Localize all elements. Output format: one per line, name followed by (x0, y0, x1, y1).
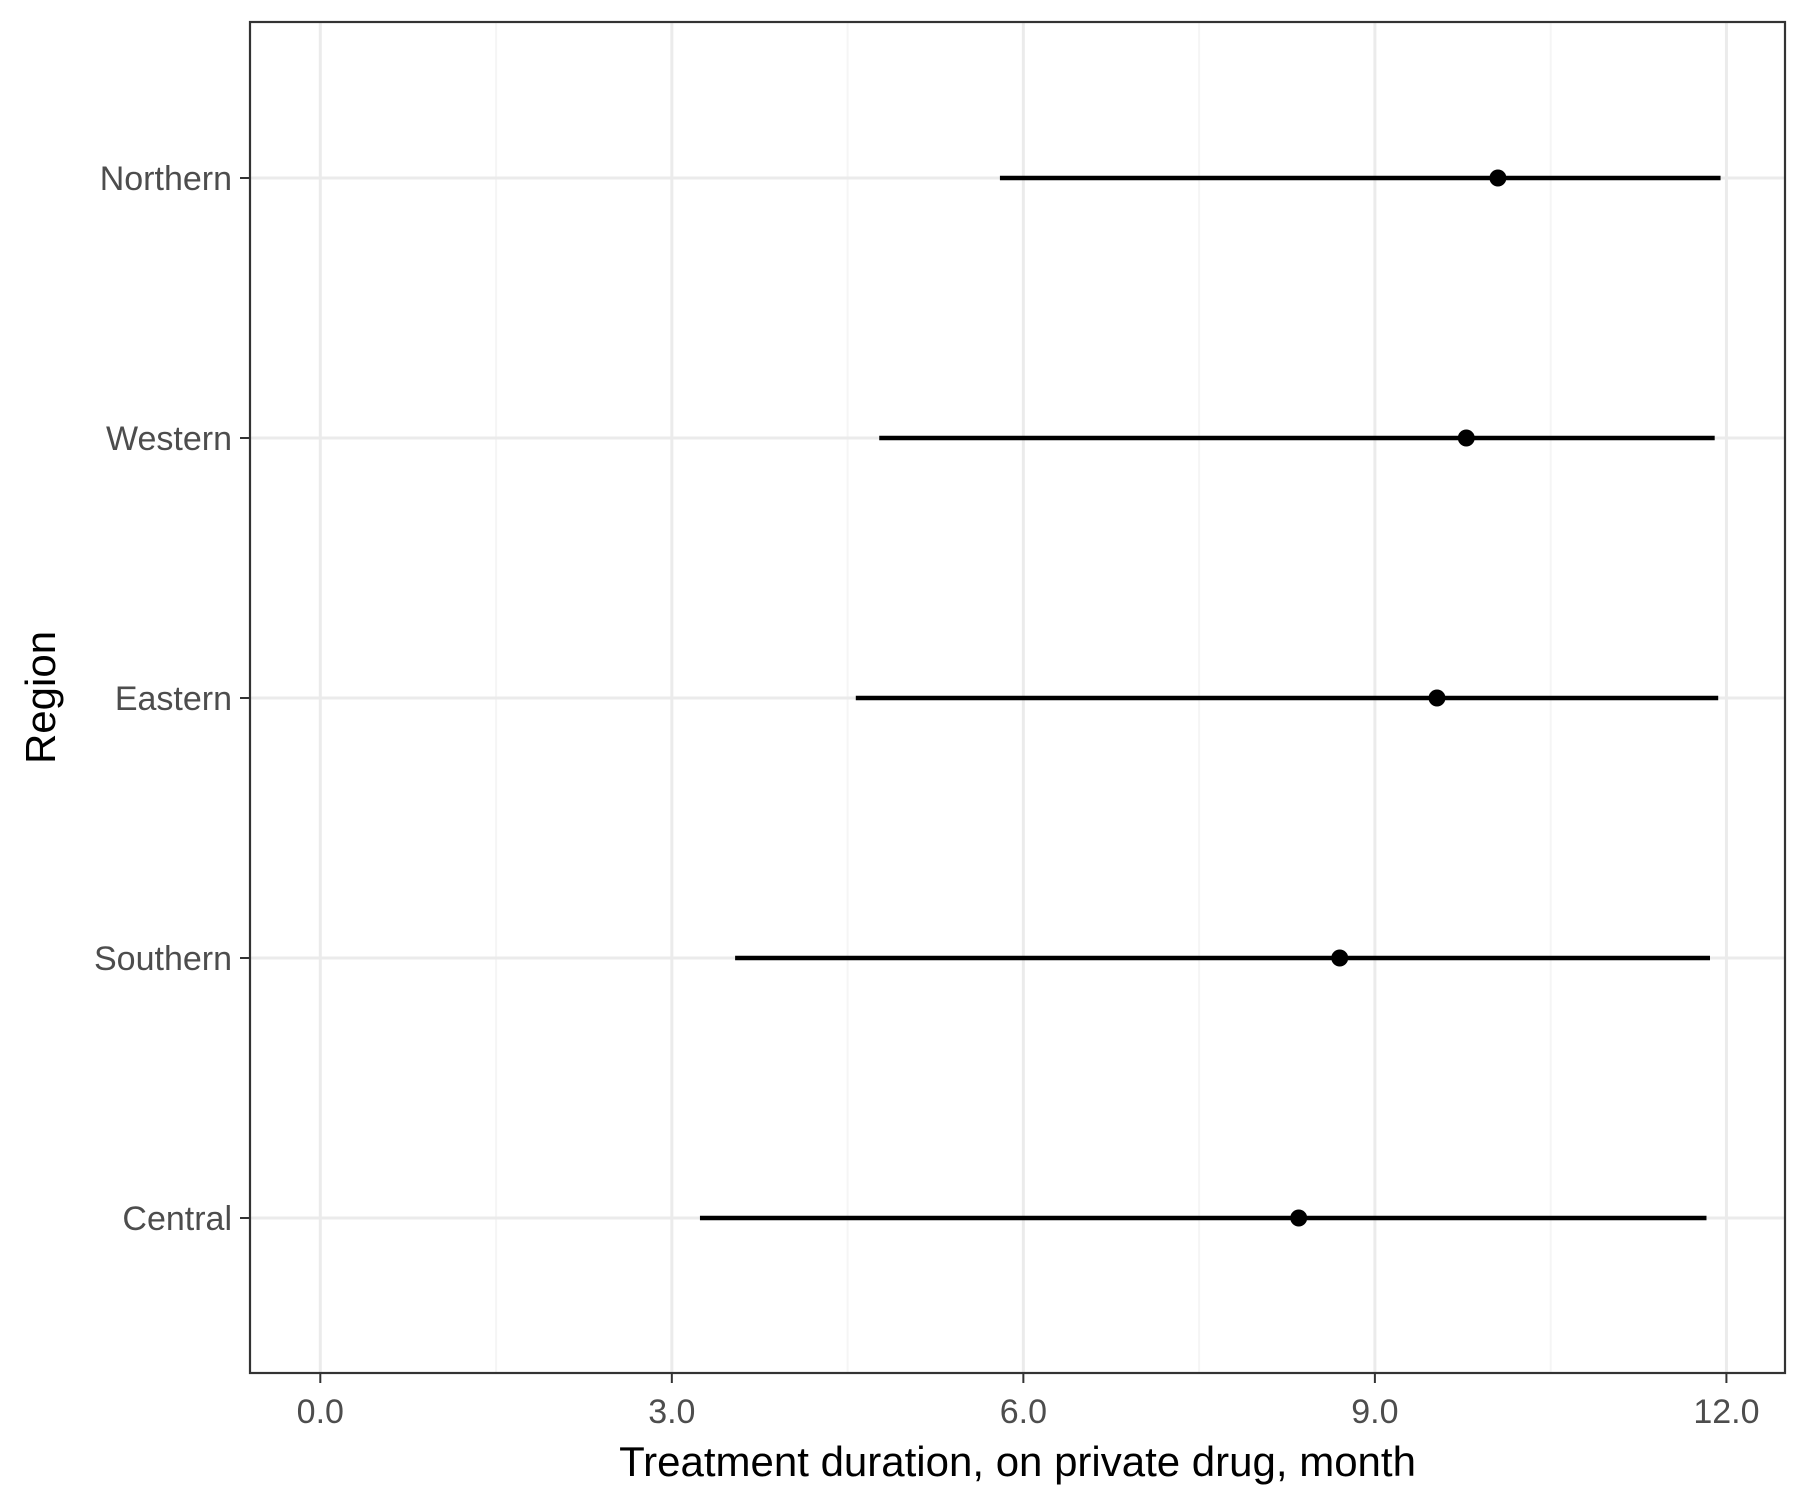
estimate-points (1290, 169, 1507, 1227)
y-tick-label: Southern (94, 940, 232, 978)
estimate-point (1331, 949, 1349, 967)
x-tick-label: 3.0 (648, 1393, 695, 1431)
x-tick-label: 0.0 (297, 1393, 344, 1431)
x-tick-label: 9.0 (1351, 1393, 1398, 1431)
y-tick-label: Eastern (115, 680, 232, 718)
interval-lines (699, 175, 1721, 1221)
y-tick-label: Central (122, 1200, 232, 1238)
estimate-point (1457, 429, 1475, 447)
y-tick-label: Northern (100, 160, 232, 198)
x-axis: 0.0 3.0 6.0 9.0 12.0 (297, 1373, 1760, 1431)
x-tick-label: 12.0 (1693, 1393, 1759, 1431)
x-tick-label: 6.0 (1000, 1393, 1047, 1431)
y-axis-title: Region (17, 631, 64, 764)
estimate-point (1290, 1209, 1308, 1227)
estimate-point (1428, 689, 1446, 707)
estimate-point (1489, 169, 1507, 187)
y-tick-label: Western (106, 420, 232, 458)
x-axis-title: Treatment duration, on private drug, mon… (619, 1438, 1416, 1485)
y-axis: Northern Western Eastern Southern Central (94, 160, 250, 1238)
